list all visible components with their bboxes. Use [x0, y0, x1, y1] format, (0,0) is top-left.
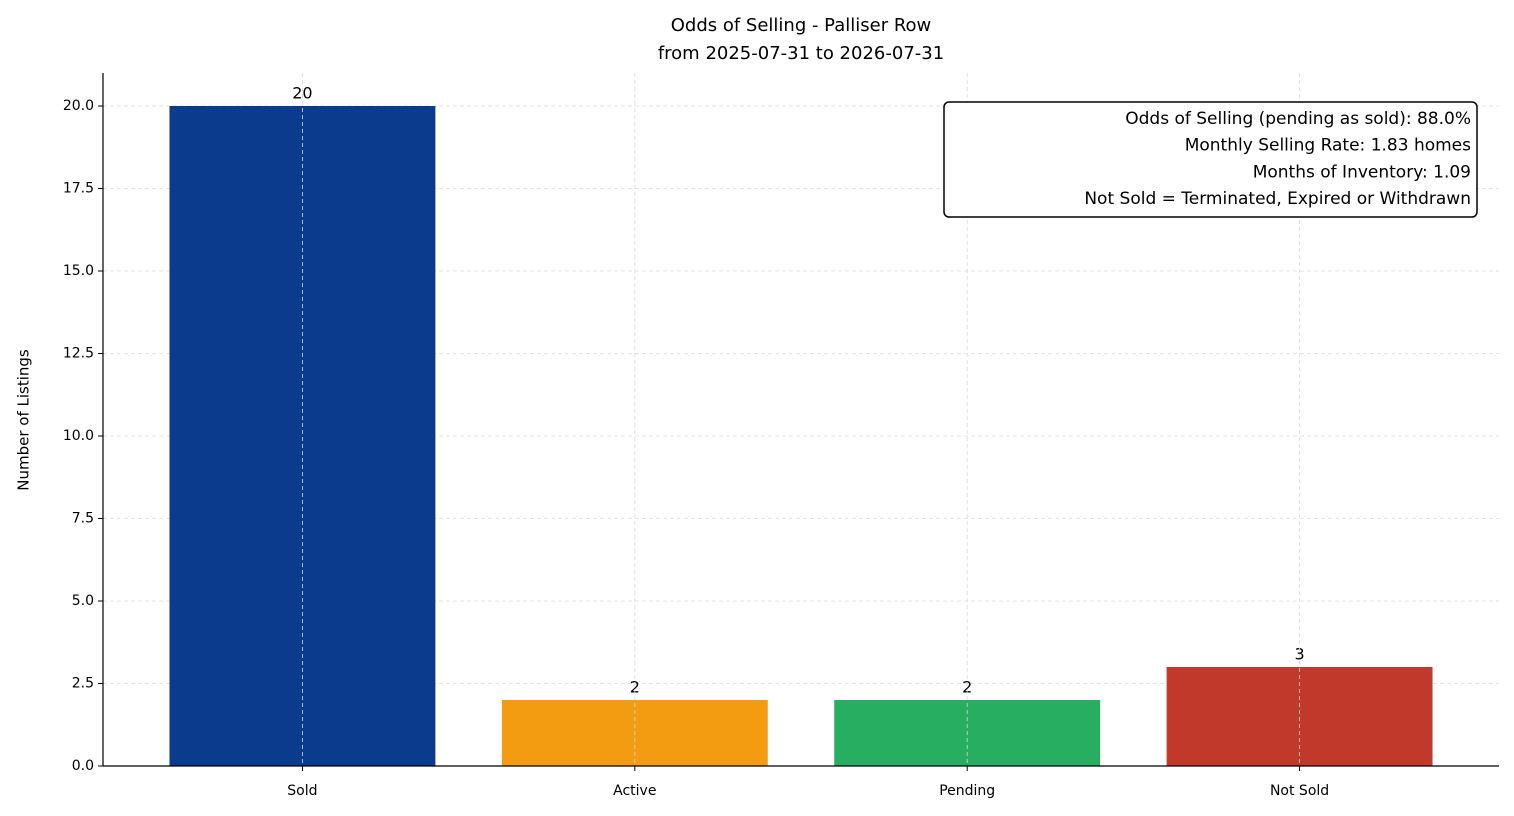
bar [1166, 667, 1433, 766]
chart-title: Odds of Selling - Palliser Row [671, 15, 932, 36]
y-tick-label: 2.5 [72, 676, 94, 692]
annotation-text: Months of Inventory: 1.09 [1253, 162, 1471, 182]
y-tick-label: 7.5 [72, 511, 94, 527]
annotation-box [943, 101, 1478, 218]
y-tick-label: 5.0 [72, 593, 94, 609]
y-tick-label: 12.5 [63, 346, 94, 362]
value-label: 20 [292, 84, 312, 103]
y-tick-label: 0.0 [72, 758, 94, 774]
annotation-text: Monthly Selling Rate: 1.83 homes [1185, 136, 1471, 156]
y-tick-label: 15.0 [63, 263, 94, 279]
bar [169, 106, 436, 766]
y-axis-label: Number of Listings [15, 349, 33, 491]
chart-subtitle: from 2025-07-31 to 2026-07-31 [658, 43, 944, 64]
y-tick-label: 20.0 [63, 98, 94, 114]
annotation-text: Odds of Selling (pending as sold): 88.0% [1125, 109, 1471, 129]
x-tick-label: Not Sold [1270, 783, 1329, 799]
value-label: 2 [630, 678, 640, 697]
y-tick-label: 17.5 [63, 181, 94, 197]
value-label: 2 [962, 678, 972, 697]
x-tick-label: Sold [287, 783, 317, 799]
annotation-text: Not Sold = Terminated, Expired or Withdr… [1084, 189, 1471, 209]
x-tick-label: Pending [939, 783, 995, 799]
x-tick-label: Active [613, 783, 656, 799]
y-tick-label: 10.0 [63, 428, 94, 444]
